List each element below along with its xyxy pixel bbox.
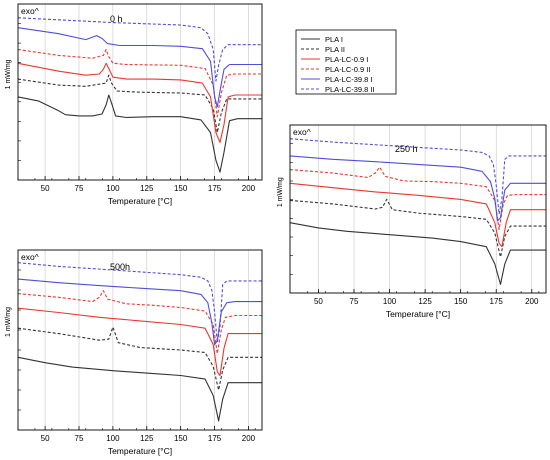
x-tick-label: 200: [242, 434, 256, 443]
x-tick-label: 125: [140, 434, 154, 443]
x-tick-label: 100: [106, 434, 120, 443]
x-axis-label: Temperature [°C]: [108, 446, 172, 456]
exo-label: exo^: [21, 6, 39, 16]
series-line-pla-i: [289, 222, 546, 285]
plot-frame: [17, 3, 263, 181]
series-line-pla-ii: [289, 198, 546, 258]
x-tick-label: 125: [418, 297, 432, 306]
series-line-pla-lc-0-9-ii: [289, 166, 546, 231]
y-axis-label: 1 mW/mg: [5, 307, 12, 337]
panel-title: 500h: [110, 262, 130, 272]
x-tick-label: 150: [174, 434, 188, 443]
plot-frame: [17, 249, 263, 431]
series-line-pla-lc-0-9-i: [17, 307, 262, 377]
x-tick-label: 100: [106, 184, 120, 193]
legend-label: PLA-LC-0.9 II: [325, 65, 370, 74]
y-axis-label: 1 mW/mg: [5, 59, 12, 89]
x-tick-label: 75: [75, 184, 84, 193]
series-line-pla-i: [17, 356, 262, 422]
series-line-pla-lc-39-8-i: [17, 278, 262, 346]
series-line-pla-lc-0-9-i: [289, 182, 546, 248]
series-line-pla-lc-39-8-ii: [17, 17, 262, 82]
x-axis-label: Temperature [°C]: [108, 196, 172, 206]
x-tick-label: 175: [490, 297, 504, 306]
y-axis-label: 1 mW/mg: [277, 177, 284, 207]
panel-title: 0 h: [110, 14, 123, 24]
series-line-pla-lc-39-8-i: [289, 155, 546, 222]
series-line-pla-lc-0-9-ii: [17, 48, 262, 118]
chart-panel-2: 50 75 100 125 150 175 200 Temperature [°C] 1 mW/…: [5, 249, 263, 456]
exo-label: exo^: [293, 127, 311, 137]
x-tick-label: 200: [525, 297, 539, 306]
series-line-pla-lc-39-8-ii: [17, 262, 262, 344]
legend-label: PLA-LC-39.8 II: [325, 85, 375, 94]
x-tick-label: 50: [314, 297, 323, 306]
series-line-pla-lc-39-8-i: [17, 27, 262, 108]
chart-panel-1: 50 75 100 125 150 175 200 Temperature [°C] 1 mW/…: [277, 124, 547, 319]
x-tick-label: 150: [174, 184, 188, 193]
x-tick-label: 200: [242, 184, 256, 193]
legend-label: PLA-LC-39.8 I: [325, 75, 373, 84]
x-tick-label: 175: [208, 434, 222, 443]
x-tick-label: 100: [383, 297, 397, 306]
x-tick-label: 175: [208, 184, 222, 193]
legend-label: PLA-LC-0.9 I: [325, 55, 368, 64]
x-tick-label: 75: [75, 434, 84, 443]
x-tick-label: 150: [454, 297, 468, 306]
plot-frame: [289, 124, 547, 294]
x-tick-label: 50: [41, 184, 50, 193]
panel-title: 250 h: [395, 144, 418, 154]
series-line-pla-lc-0-9-ii: [17, 290, 262, 355]
legend-label: PLA II: [325, 45, 345, 54]
legend-label: PLA I: [325, 35, 343, 44]
exo-label: exo^: [21, 252, 39, 262]
series-line-pla-ii: [17, 74, 262, 134]
x-tick-label: 125: [140, 184, 154, 193]
x-tick-label: 75: [350, 297, 359, 306]
x-tick-label: 50: [41, 434, 50, 443]
series-line-pla-lc-39-8-ii: [289, 138, 546, 215]
series-line-pla-i: [17, 94, 262, 173]
series-line-pla-lc-0-9-i: [17, 62, 262, 143]
legend-frame: [295, 29, 397, 95]
chart-panel-0: 50 75 100 125 150 175 200 Temperature [°C] 1 mW/…: [5, 3, 263, 206]
x-axis-label: Temperature [°C]: [386, 309, 450, 319]
series-line-pla-ii: [17, 326, 262, 391]
